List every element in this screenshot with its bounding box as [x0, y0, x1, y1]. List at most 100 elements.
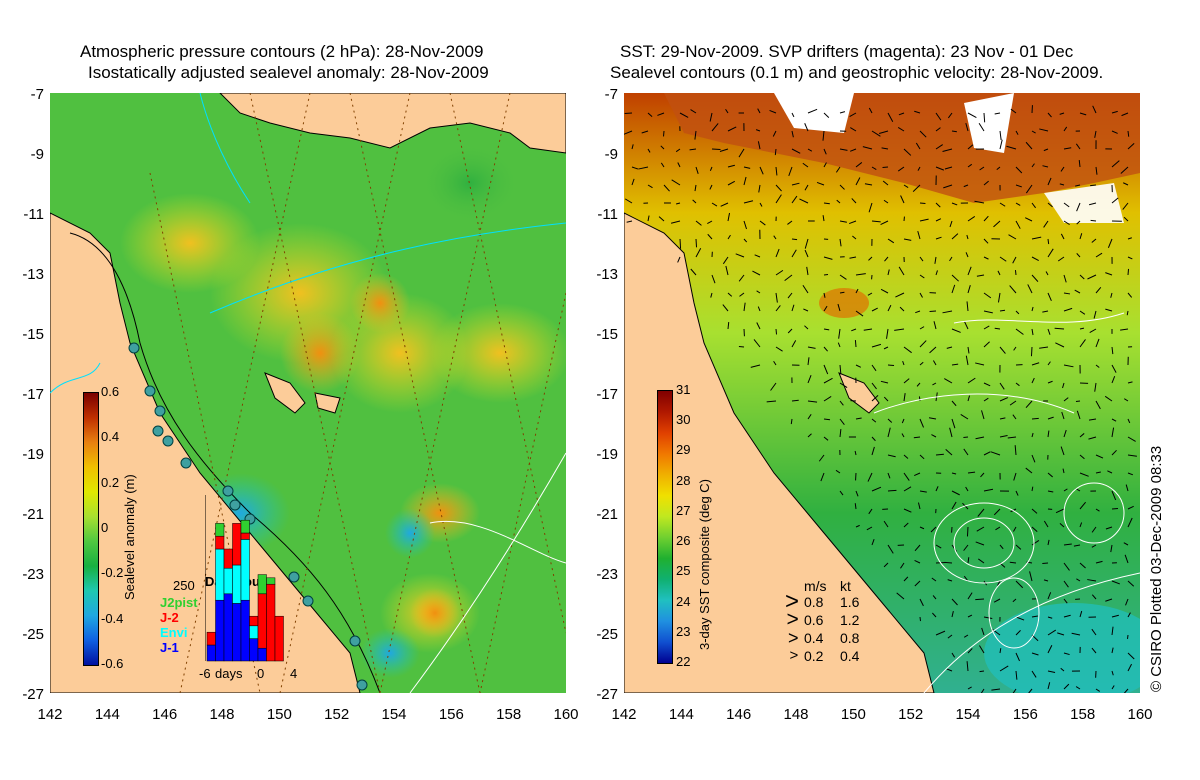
velocity-arrow [689, 148, 697, 151]
velocity-arrow [1079, 472, 1089, 477]
lon-label-right: 146 [726, 706, 752, 723]
velocity-arrow [670, 220, 681, 224]
velocity-arrow [1121, 112, 1129, 117]
velocity-arrow [1123, 216, 1129, 222]
velocity-arrow [866, 526, 873, 531]
velocity-arrow [999, 202, 1006, 207]
velocity-arrow [1076, 410, 1081, 420]
velocity-arrow [1047, 238, 1050, 245]
velocity-arrow [965, 486, 969, 492]
velocity-arrow [743, 220, 747, 230]
velocity-arrow [1111, 130, 1118, 134]
velocity-arrow [1123, 542, 1129, 546]
velocity-arrow [1111, 626, 1114, 636]
velocity-arrow [1007, 436, 1017, 439]
velocity-arrow [930, 526, 937, 533]
velocity-arrow [1047, 645, 1053, 654]
velocity-arrow [647, 148, 651, 153]
velocity-arrow [1015, 166, 1023, 174]
velocity-arrow [647, 215, 650, 222]
velocity-arrow [1055, 342, 1065, 348]
velocity-arrow [1127, 381, 1133, 384]
velocity-arrow [807, 148, 813, 152]
velocity-arrow [1075, 143, 1081, 150]
velocity-arrow [787, 220, 793, 225]
velocity-arrow [991, 688, 1001, 691]
velocity-arrow [965, 355, 969, 366]
velocity-arrow [709, 184, 713, 190]
velocity-arrow [935, 453, 944, 456]
velocity-arrow [804, 238, 809, 249]
velocity-arrow [784, 274, 793, 281]
velocity-arrow [951, 501, 957, 510]
velocity-arrow [997, 270, 1001, 276]
sealevel-colorbar [83, 392, 99, 666]
velocity-arrow [887, 544, 894, 554]
velocity-arrow [1025, 467, 1033, 474]
velocity-arrow [867, 472, 873, 482]
velocity-arrow [839, 364, 842, 375]
sealevel-colorbar-tick: 0.6 [101, 384, 120, 399]
velocity-arrow [1045, 271, 1049, 276]
velocity-arrow [1014, 445, 1017, 456]
velocity-arrow [709, 166, 713, 171]
velocity-arrow [887, 112, 894, 122]
velocity-arrow [951, 363, 959, 366]
velocity-arrow [915, 142, 921, 150]
velocity-arrow [754, 254, 761, 258]
velocity-arrow [774, 148, 777, 156]
velocity-arrow [1014, 270, 1017, 276]
velocity-arrow [1047, 361, 1051, 366]
velocity-arrow [901, 433, 905, 438]
velocity-arrow [1111, 375, 1116, 384]
velocity-arrow [806, 266, 809, 276]
velocity-arrow [1127, 268, 1130, 276]
velocity-arrow [983, 397, 989, 402]
velocity-arrow [897, 166, 905, 172]
velocity-arrow [711, 123, 719, 132]
velocity-arrow [898, 266, 905, 276]
velocity-arrow [999, 434, 1008, 438]
velocity-arrow [983, 616, 993, 620]
velocity-arrow [980, 688, 985, 693]
velocity-arrow [773, 360, 777, 366]
velocity-arrow [1015, 670, 1018, 680]
right-title-line2: Sealevel contours (0.1 m) and geostrophi… [610, 63, 1104, 82]
sealevel-colorbar-tick: 0.4 [101, 429, 120, 445]
velocity-arrow [1111, 614, 1119, 618]
velocity-arrow [999, 139, 1003, 150]
velocity-arrow [756, 290, 761, 294]
velocity-arrow [1015, 652, 1020, 662]
velocity-arrow [1091, 238, 1097, 243]
velocity-arrow [1111, 346, 1114, 355]
velocity-arrow [903, 393, 906, 402]
velocity-arrow [914, 472, 921, 477]
speed-legend-arrow: > [785, 588, 800, 615]
sst-colorbar-tick: 29 [676, 442, 691, 458]
velocity-arrow [966, 526, 969, 537]
velocity-arrow [967, 686, 972, 690]
velocity-arrow [1031, 670, 1037, 678]
velocity-arrow [983, 112, 986, 123]
velocity-arrow [963, 448, 969, 456]
velocity-arrow [990, 451, 1001, 456]
velocity-arrow [942, 310, 953, 314]
velocity-arrow [1111, 670, 1114, 676]
velocity-arrow [727, 292, 733, 297]
velocity-arrow [967, 471, 976, 474]
velocity-arrow [1111, 427, 1115, 438]
lon-label-right: 142 [611, 706, 637, 723]
velocity-arrow [919, 326, 925, 330]
sst-colorbar-tick: 30 [676, 412, 691, 428]
lat-label-left: -27 [22, 686, 44, 703]
lat-label-left: -13 [22, 266, 44, 283]
velocity-arrow [951, 472, 957, 475]
velocity-arrow [871, 382, 877, 390]
velocity-arrow [839, 274, 847, 280]
velocity-arrow [752, 270, 761, 276]
velocity-arrow [727, 164, 735, 168]
velocity-arrow [1006, 145, 1017, 150]
velocity-arrow [943, 184, 953, 189]
velocity-arrow [983, 180, 989, 186]
velocity-arrow [766, 400, 777, 403]
